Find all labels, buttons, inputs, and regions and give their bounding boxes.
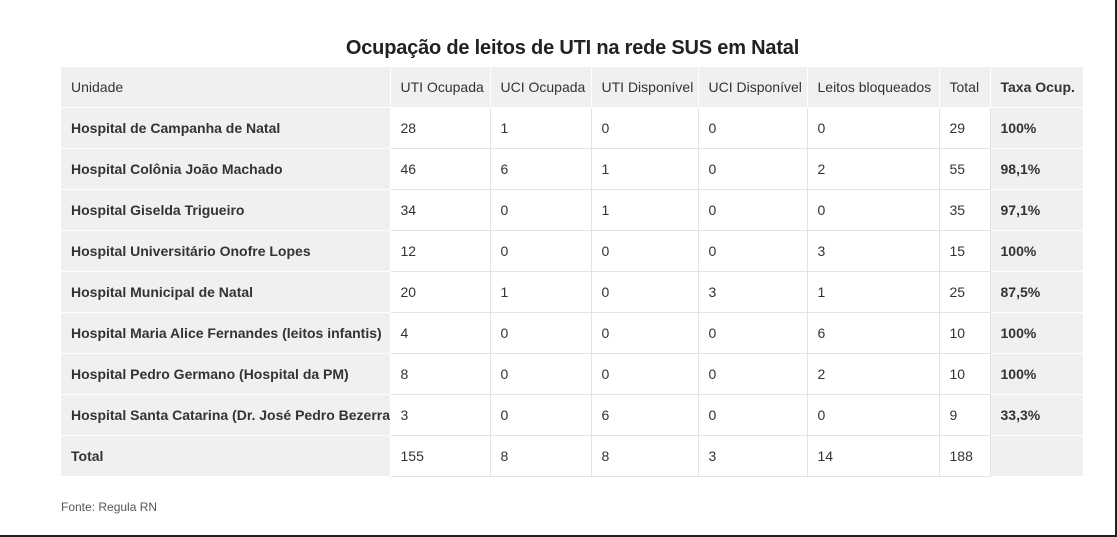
table-cell: 2 [807,148,940,190]
table-cell: 3 [698,271,808,313]
table-cell: 3 [807,230,940,272]
table-row: Total 155 8 8 3 14 188 [61,435,1084,477]
table-cell: 98,1% [990,148,1084,190]
table-row: Hospital Giselda Trigueiro 34 0 1 0 0 35 97,1% [61,189,1084,231]
table-cell: 3 [698,435,808,477]
table-cell: 0 [698,230,808,272]
table-cell: 100% [990,107,1084,149]
column-header: UCI Ocupada [490,67,592,108]
column-header: UCI Disponível [698,67,808,108]
table-cell: 0 [490,230,592,272]
table-cell: 100% [990,230,1084,272]
table-cell: 0 [490,189,592,231]
table-cell [990,435,1084,477]
row-label-cell: Hospital de Campanha de Natal [61,107,391,149]
table-body: Hospital de Campanha de Natal 28 1 0 0 0 29 100… [61,107,1084,477]
row-label-cell: Hospital Pedro Germano (Hospital da PM) [61,353,391,395]
table-cell: 12 [390,230,491,272]
table-cell: 3 [390,394,491,436]
table-cell: 28 [390,107,491,149]
table-cell: 0 [591,230,699,272]
table-cell: 0 [807,107,940,149]
row-label-cell: Hospital Giselda Trigueiro [61,189,391,231]
table-cell: 8 [390,353,491,395]
table-cell: 6 [591,394,699,436]
table-cell: 1 [807,271,940,313]
occupancy-table: Unidade UTI Ocupada UCI Ocupada UTI Disp… [61,67,1084,477]
table-cell: 0 [698,189,808,231]
table-cell: 6 [807,312,940,354]
table-cell: 8 [591,435,699,477]
row-label-cell: Hospital Maria Alice Fernandes (leitos i… [61,312,391,354]
table-cell: 87,5% [990,271,1084,313]
table-cell: 0 [490,312,592,354]
table-cell: 1 [591,189,699,231]
column-header: Unidade [61,67,391,108]
table-cell: 0 [490,353,592,395]
table-cell: 33,3% [990,394,1084,436]
table-cell: 25 [939,271,991,313]
table-cell: 2 [807,353,940,395]
table-cell: 8 [490,435,592,477]
table-cell: 0 [698,394,808,436]
table-title: Ocupação de leitos de UTI na rede SUS em… [345,37,800,59]
table-cell: 1 [490,271,592,313]
table-cell: 0 [591,107,699,149]
table-cell: 0 [807,394,940,436]
table-cell: 34 [390,189,491,231]
table-cell: 0 [591,353,699,395]
table-cell: 188 [939,435,991,477]
column-header: Leitos bloqueados [807,67,940,108]
row-label-cell: Hospital Universitário Onofre Lopes [61,230,391,272]
table-cell: 1 [490,107,592,149]
table-cell: 46 [390,148,491,190]
table-cell: 4 [390,312,491,354]
table-row: Hospital de Campanha de Natal 28 1 0 0 0 29 100… [61,107,1084,149]
table-row: Hospital Santa Catarina (Dr. José Pedro … [61,394,1084,436]
column-header: Taxa Ocup. [990,67,1084,108]
table-row: Hospital Pedro Germano (Hospital da PM) 8… [61,353,1084,395]
table-cell: 155 [390,435,491,477]
table-cell: 0 [698,353,808,395]
table-cell: 100% [990,353,1084,395]
column-header: UTI Ocupada [390,67,491,108]
table-cell: 100% [990,312,1084,354]
table-cell: 0 [698,312,808,354]
table-cell: 97,1% [990,189,1084,231]
table-cell: 0 [807,189,940,231]
table-cell: 9 [939,394,991,436]
table-cell: 20 [390,271,491,313]
header-row: Unidade UTI Ocupada UCI Ocupada UTI Disp… [61,67,1084,108]
row-label-cell: Hospital Municipal de Natal [61,271,391,313]
table-cell: 10 [939,353,991,395]
column-header: Total [939,67,991,108]
table-cell: 1 [591,148,699,190]
table-cell: 0 [698,107,808,149]
source-note: Fonte: Regula RN [61,500,158,514]
row-label-cell: Total [61,435,391,477]
table-cell: 0 [698,148,808,190]
table-cell: 29 [939,107,991,149]
table-cell: 10 [939,312,991,354]
column-header: UTI Disponível [591,67,699,108]
table-row: Hospital Municipal de Natal 20 1 0 3 1 25 87,5% [61,271,1084,313]
table-cell: 0 [591,271,699,313]
table-cell: 55 [939,148,991,190]
row-label-cell: Hospital Colônia João Machado [61,148,391,190]
table-cell: 0 [490,394,592,436]
table-cell: 35 [939,189,991,231]
row-label-cell: Hospital Santa Catarina (Dr. José Pedro … [61,394,391,436]
table-row: Hospital Maria Alice Fernandes (leitos i… [61,312,1084,354]
table-cell: 0 [591,312,699,354]
table-row: Hospital Colônia João Machado 46 6 1 0 2 55 98,… [61,148,1084,190]
table-row: Hospital Universitário Onofre Lopes 12 0 0 0… [61,230,1084,272]
table-cell: 14 [807,435,940,477]
table-cell: 15 [939,230,991,272]
table-cell: 6 [490,148,592,190]
